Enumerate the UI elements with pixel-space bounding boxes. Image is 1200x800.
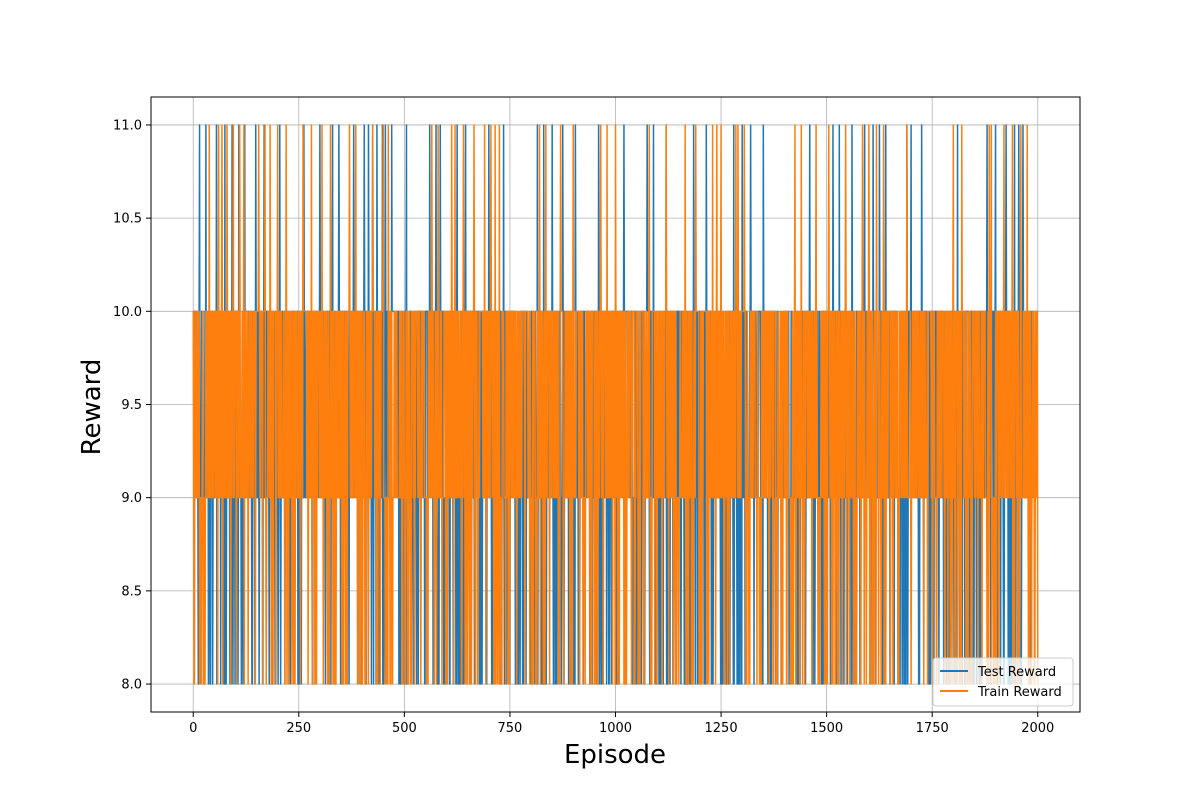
series-line-train-reward (192, 124, 1039, 685)
x-tick-label: 1000 (599, 721, 632, 736)
legend: Test Reward Train Reward (932, 657, 1074, 707)
y-tick-label: 10.0 (113, 305, 142, 320)
series-layer (192, 124, 1039, 685)
y-tick-label: 8.5 (121, 584, 142, 599)
y-tick-label: 9.0 (121, 491, 142, 506)
x-tick-label: 1500 (810, 721, 843, 736)
legend-label-test-reward: Test Reward (977, 665, 1056, 680)
legend-label-train-reward: Train Reward (977, 685, 1062, 700)
x-tick-label: 1750 (916, 721, 949, 736)
y-tick-label: 8.0 (121, 678, 142, 693)
y-tick-label: 11.0 (113, 118, 142, 133)
x-tick-label: 1250 (705, 721, 738, 736)
x-tick-label: 0 (189, 721, 197, 736)
x-tick-label: 2000 (1021, 721, 1054, 736)
y-axis-title: Reward (77, 359, 107, 456)
x-tick-label: 250 (286, 721, 311, 736)
x-tick-label: 750 (498, 721, 523, 736)
x-tick-label: 500 (392, 721, 417, 736)
y-tick-label: 9.5 (121, 398, 142, 413)
x-axis-title: Episode (564, 740, 666, 770)
ticks: 0 250 500 750 1000 1250 1500 1750 2000 8.0 8.5 9.0 9… (113, 118, 1054, 736)
y-tick-label: 10.5 (113, 212, 142, 227)
